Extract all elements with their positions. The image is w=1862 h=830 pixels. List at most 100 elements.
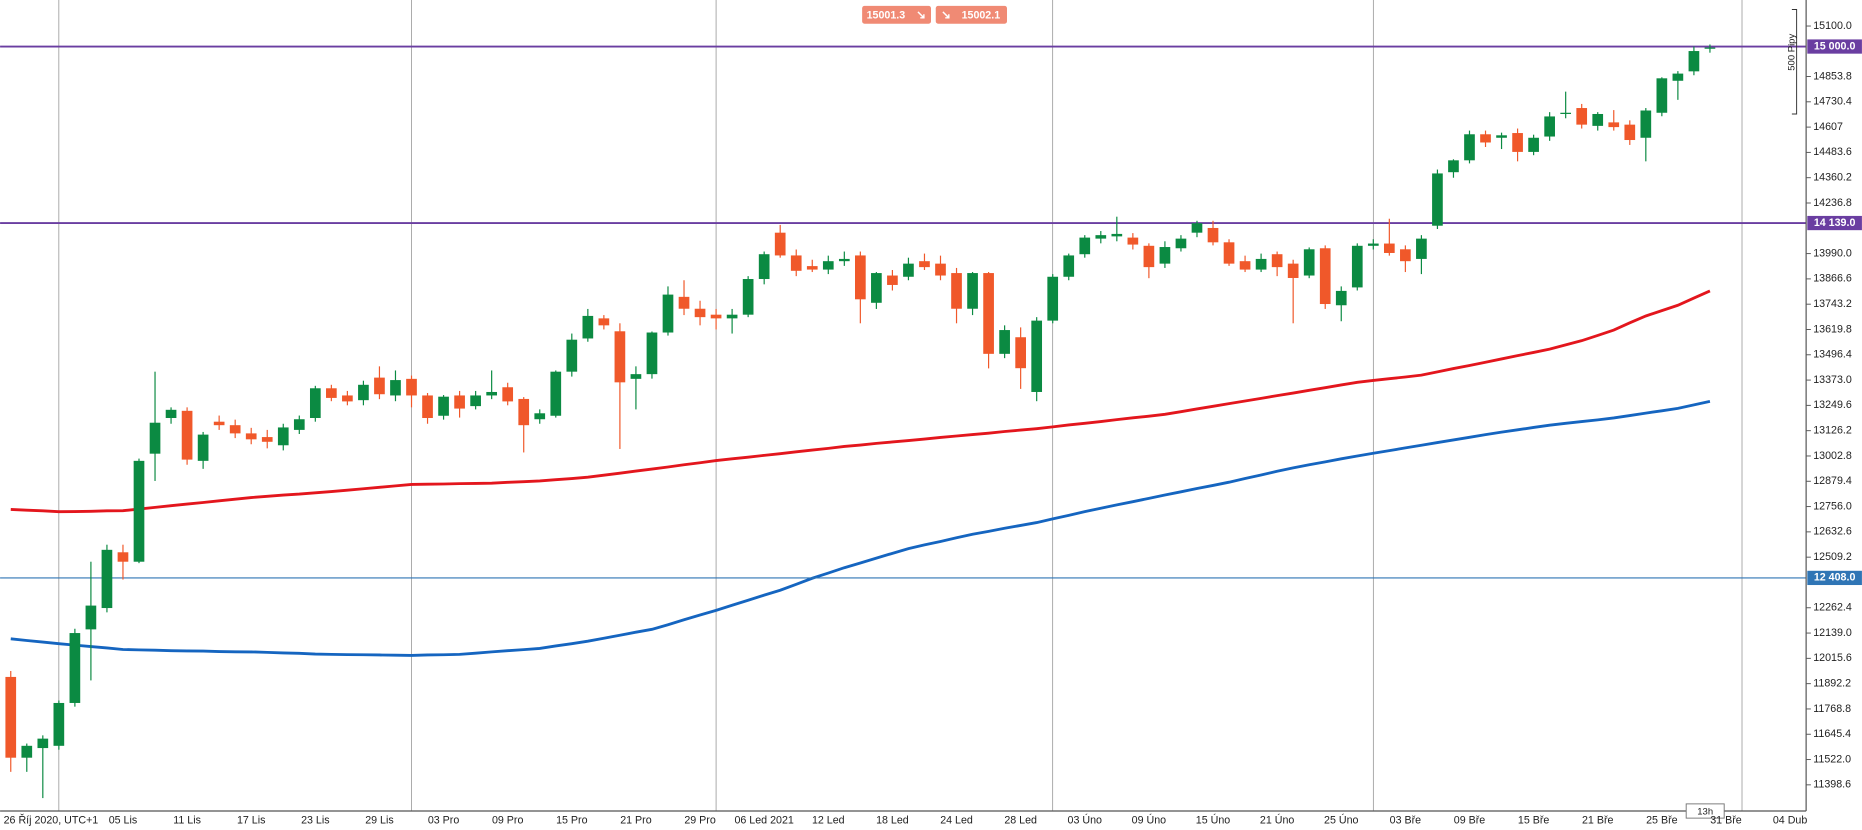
candle-body bbox=[37, 738, 49, 749]
candle-body bbox=[1544, 116, 1555, 137]
candle-body bbox=[1351, 245, 1363, 288]
x-tick-label: 31 Bře bbox=[1710, 814, 1742, 826]
sell-icon bbox=[917, 11, 925, 19]
candle-body bbox=[1576, 108, 1588, 125]
range-bracket bbox=[1791, 9, 1798, 115]
candle-body bbox=[358, 384, 369, 401]
x-tick-label: 06 Led 2021 bbox=[734, 814, 793, 826]
candle-body bbox=[1448, 160, 1459, 173]
level-label-bg bbox=[1807, 39, 1862, 54]
candle-body bbox=[1271, 254, 1283, 268]
candle-body bbox=[726, 314, 738, 319]
candle-body bbox=[213, 421, 225, 426]
candle-body bbox=[1464, 134, 1475, 161]
candle-body bbox=[85, 605, 97, 630]
candle-body bbox=[1095, 235, 1107, 239]
y-tick-label: 14236.8 bbox=[1813, 197, 1852, 209]
candle-body bbox=[550, 371, 562, 416]
y-tick-label: 14483.6 bbox=[1813, 146, 1852, 158]
y-tick-label: 11522.0 bbox=[1813, 753, 1851, 765]
candle-body bbox=[1223, 242, 1235, 264]
x-tick-label: 09 Pro bbox=[492, 814, 524, 826]
x-tick-label: 29 Pro bbox=[684, 814, 716, 826]
candle-body bbox=[774, 232, 786, 256]
candle-body bbox=[967, 273, 978, 309]
candle-body bbox=[277, 427, 289, 446]
candle-body bbox=[999, 330, 1010, 354]
candle-body bbox=[1175, 238, 1187, 249]
candle-body bbox=[1704, 47, 1716, 49]
candle-body bbox=[1143, 245, 1155, 268]
candle-body bbox=[951, 273, 962, 309]
candle-body bbox=[1207, 227, 1219, 243]
x-tick-label: 15 Bře bbox=[1518, 814, 1550, 826]
x-tick-label: 17 Lis bbox=[237, 814, 265, 826]
candle-body bbox=[1335, 290, 1347, 306]
candle-body bbox=[742, 279, 754, 315]
moving-average-line bbox=[10, 399, 1711, 657]
candle-body bbox=[1400, 249, 1411, 262]
candle-body bbox=[422, 395, 433, 419]
candle-body bbox=[1512, 133, 1523, 152]
candle-body bbox=[1656, 78, 1668, 113]
x-tick-label: 21 Úno bbox=[1260, 813, 1294, 826]
candle-body bbox=[1159, 247, 1171, 264]
y-tick-label: 13126.2 bbox=[1813, 425, 1852, 437]
candle-body bbox=[1688, 51, 1700, 72]
candle-body bbox=[245, 433, 257, 440]
candle-body bbox=[1079, 237, 1091, 255]
candle-body bbox=[758, 254, 770, 280]
y-tick-label: 14730.4 bbox=[1813, 96, 1852, 108]
candle-body bbox=[1624, 124, 1636, 141]
candle-body bbox=[1367, 243, 1379, 246]
timeframe-label: 13h bbox=[1697, 807, 1713, 818]
y-tick-label: 11645.4 bbox=[1813, 728, 1851, 740]
level-label-bg bbox=[1807, 570, 1862, 586]
candle-body bbox=[1063, 255, 1075, 277]
candle-body bbox=[646, 332, 658, 375]
buy-badge[interactable] bbox=[935, 5, 1007, 24]
x-tick-label: 03 Bře bbox=[1390, 814, 1422, 826]
candle-body bbox=[806, 266, 818, 270]
candle-body bbox=[342, 395, 353, 402]
y-tick-label: 12756.0 bbox=[1813, 500, 1852, 512]
y-tick-label: 13990.0 bbox=[1813, 247, 1852, 259]
x-tick-label: 03 Pro bbox=[428, 814, 460, 826]
x-tick-label: 24 Led bbox=[940, 814, 973, 826]
x-tick-label: 12 Led bbox=[812, 814, 845, 826]
y-tick-label: 11398.6 bbox=[1813, 779, 1851, 791]
candle-body bbox=[69, 633, 81, 703]
candle-body bbox=[293, 419, 305, 430]
candle-body bbox=[1592, 113, 1604, 126]
y-tick-label: 13496.4 bbox=[1813, 349, 1852, 361]
candle-body bbox=[181, 410, 193, 460]
candle-body bbox=[326, 388, 337, 398]
candle-body bbox=[983, 273, 994, 354]
candle-body bbox=[438, 396, 449, 416]
candle-body bbox=[710, 314, 722, 319]
candle-body bbox=[261, 437, 273, 442]
candle-body bbox=[101, 549, 113, 609]
candle-body bbox=[1303, 249, 1315, 276]
candle-body bbox=[1319, 248, 1331, 305]
quote-badges: 15001.3 15002.1 bbox=[862, 5, 1007, 24]
x-tick-label: 15 Pro bbox=[556, 814, 588, 826]
y-tick-label: 12139.0 bbox=[1813, 627, 1852, 639]
candle-body bbox=[470, 395, 481, 407]
sell-badge[interactable] bbox=[862, 5, 931, 24]
candle-body bbox=[165, 409, 177, 419]
y-tick-label: 12632.6 bbox=[1813, 526, 1852, 538]
x-tick-label: 09 Úno bbox=[1132, 813, 1166, 826]
y-tick-label: 14853.8 bbox=[1813, 70, 1852, 82]
candle-body bbox=[614, 331, 626, 383]
sell-quote: 15001.3 bbox=[867, 9, 906, 21]
candle-body bbox=[662, 294, 674, 333]
y-tick-label: 11768.8 bbox=[1813, 703, 1851, 715]
y-tick-label: 14607 bbox=[1813, 121, 1843, 133]
candle-body bbox=[1287, 263, 1299, 278]
candle-body bbox=[454, 395, 465, 409]
candle-body bbox=[1560, 112, 1572, 114]
candle-body bbox=[1191, 223, 1203, 233]
candle-body bbox=[1416, 238, 1427, 259]
